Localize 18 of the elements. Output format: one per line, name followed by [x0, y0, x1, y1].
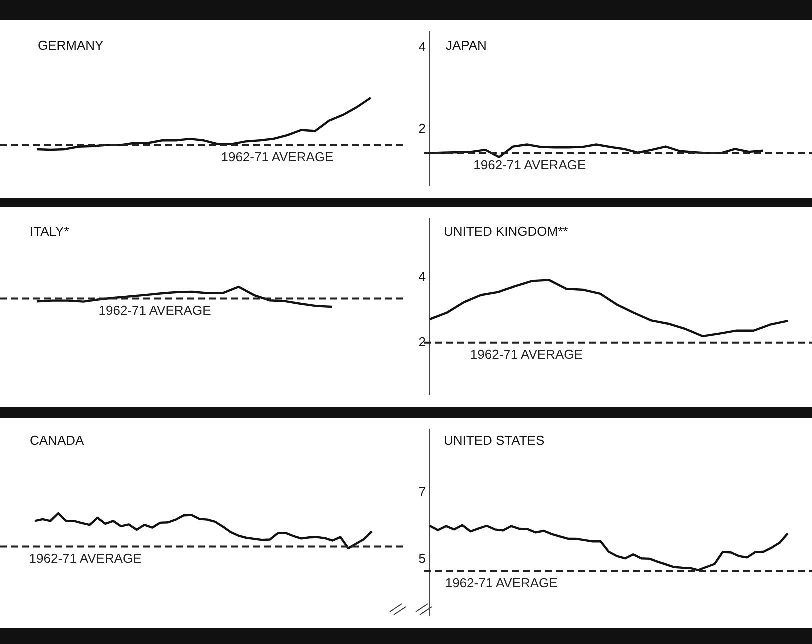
y-tick-label: 4: [418, 269, 426, 284]
text: JAPAN: [446, 38, 487, 53]
y-tick-label: 2: [418, 334, 426, 350]
y-tick-label: 4: [418, 40, 426, 55]
chart-title: UNITED STATES: [444, 433, 545, 448]
chart-title: CANADA: [30, 433, 84, 448]
y-tick-label: 5: [418, 551, 426, 566]
chart-title: ITALY*: [30, 224, 70, 239]
ref-line-label: 1962-71 AVERAGE: [29, 550, 142, 566]
chart-title: GERMANY: [38, 38, 104, 53]
y-tick-label: 2: [418, 120, 426, 136]
ref-line-label: 1962-71 AVERAGE: [221, 149, 334, 164]
y-tick-label: 7: [418, 484, 426, 500]
ref-line-label: 1962-71 AVERAGE: [98, 302, 212, 318]
ref-line-label: 1962-71 AVERAGE: [470, 347, 584, 362]
text: UNITED KINGDOM**: [444, 224, 568, 239]
ref-line-label: 1962-71 AVERAGE: [474, 157, 586, 172]
ref-line-label: 1962-71 AVERAGE: [445, 575, 558, 590]
